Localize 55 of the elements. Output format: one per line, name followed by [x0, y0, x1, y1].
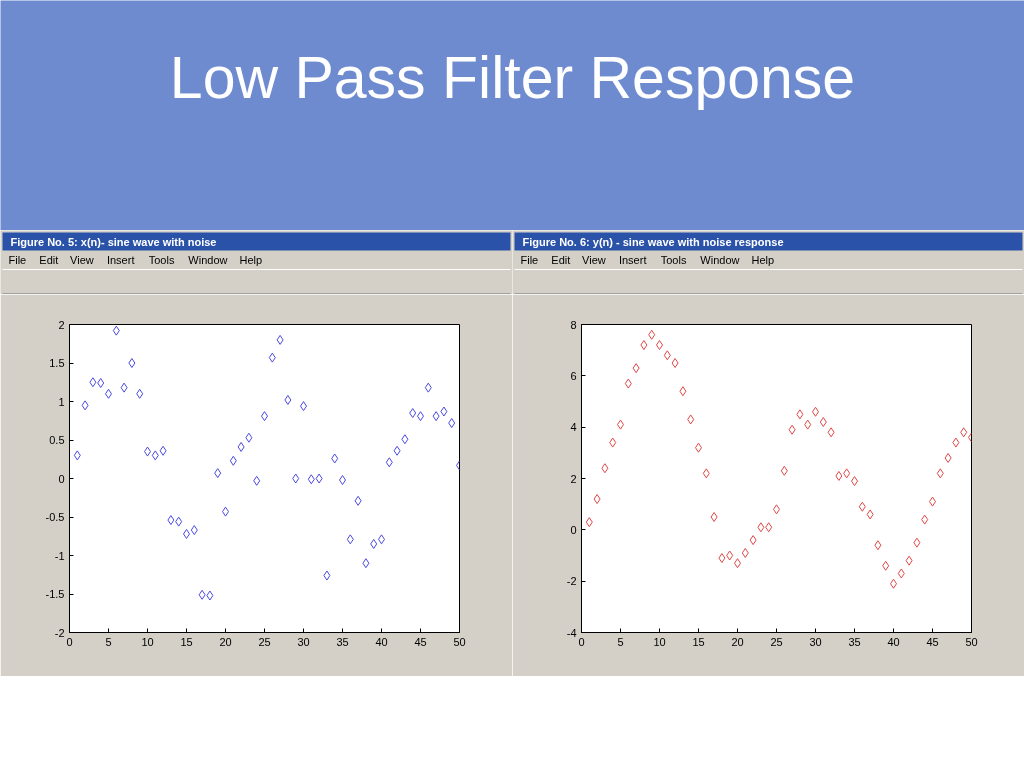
text: Window [188, 253, 228, 266]
y-tick-label: 0.5 [49, 434, 65, 446]
text: Edit [39, 253, 59, 266]
text: Help [239, 253, 263, 266]
y-tick-label: 8 [570, 318, 577, 331]
y-tick-label: -1.5 [45, 588, 65, 600]
y-tick-label: 1.5 [49, 357, 65, 369]
chart-title: Figure No. 6: y(n) - sine wave with noise response [522, 235, 784, 248]
x-tick-label: 35 [848, 635, 861, 648]
text: Window [700, 253, 740, 266]
y-tick-label: -1 [54, 549, 65, 562]
x-tick-label: 15 [692, 635, 705, 648]
y-tick-label: 6 [570, 369, 577, 382]
x-tick-label: 35 [336, 635, 349, 648]
x-tick-label: 25 [258, 635, 271, 648]
text: View [582, 253, 606, 266]
text: Tools [660, 253, 687, 266]
text: File [8, 253, 27, 266]
x-tick-label: 45 [414, 635, 427, 648]
y-tick-label: 2 [570, 472, 577, 485]
x-tick-label: 20 [219, 635, 232, 648]
y-tick-label: -2 [54, 626, 65, 639]
text: Help [751, 253, 775, 266]
x-tick-label: 10 [141, 635, 154, 648]
y-tick-label: -4 [566, 626, 577, 639]
text: Tools [148, 253, 175, 266]
x-tick-label: 20 [731, 635, 744, 648]
y-tick-label: -0.5 [45, 511, 65, 523]
x-tick-label: 10 [653, 635, 666, 648]
y-tick-label: 0 [58, 472, 65, 485]
x-tick-label: 50 [453, 635, 466, 648]
y-tick-label: 1 [58, 395, 65, 408]
text: File [520, 253, 539, 266]
text: Edit [551, 253, 571, 266]
chart-title: Figure No. 5: x(n)- sine wave with noise [10, 235, 217, 248]
x-tick-label: 25 [770, 635, 783, 648]
y-tick-label: -2 [566, 575, 577, 588]
text: Insert [618, 253, 647, 266]
x-tick-label: 30 [297, 635, 310, 648]
y-tick-label: 4 [570, 421, 577, 434]
x-tick-label: 5 [105, 635, 112, 648]
y-tick-label: 2 [58, 318, 65, 331]
x-tick-label: 30 [809, 635, 822, 648]
text: Insert [106, 253, 135, 266]
x-tick-label: 40 [375, 635, 388, 648]
x-tick-label: 0 [66, 635, 73, 648]
text: View [70, 253, 94, 266]
text: Low Pass Filter Response [169, 44, 856, 111]
y-tick-label: 0 [570, 523, 577, 536]
x-tick-label: 15 [180, 635, 193, 648]
x-tick-label: 5 [617, 635, 624, 648]
x-tick-label: 0 [578, 635, 585, 648]
x-tick-label: 40 [887, 635, 900, 648]
x-tick-label: 45 [926, 635, 939, 648]
x-tick-label: 50 [965, 635, 978, 648]
